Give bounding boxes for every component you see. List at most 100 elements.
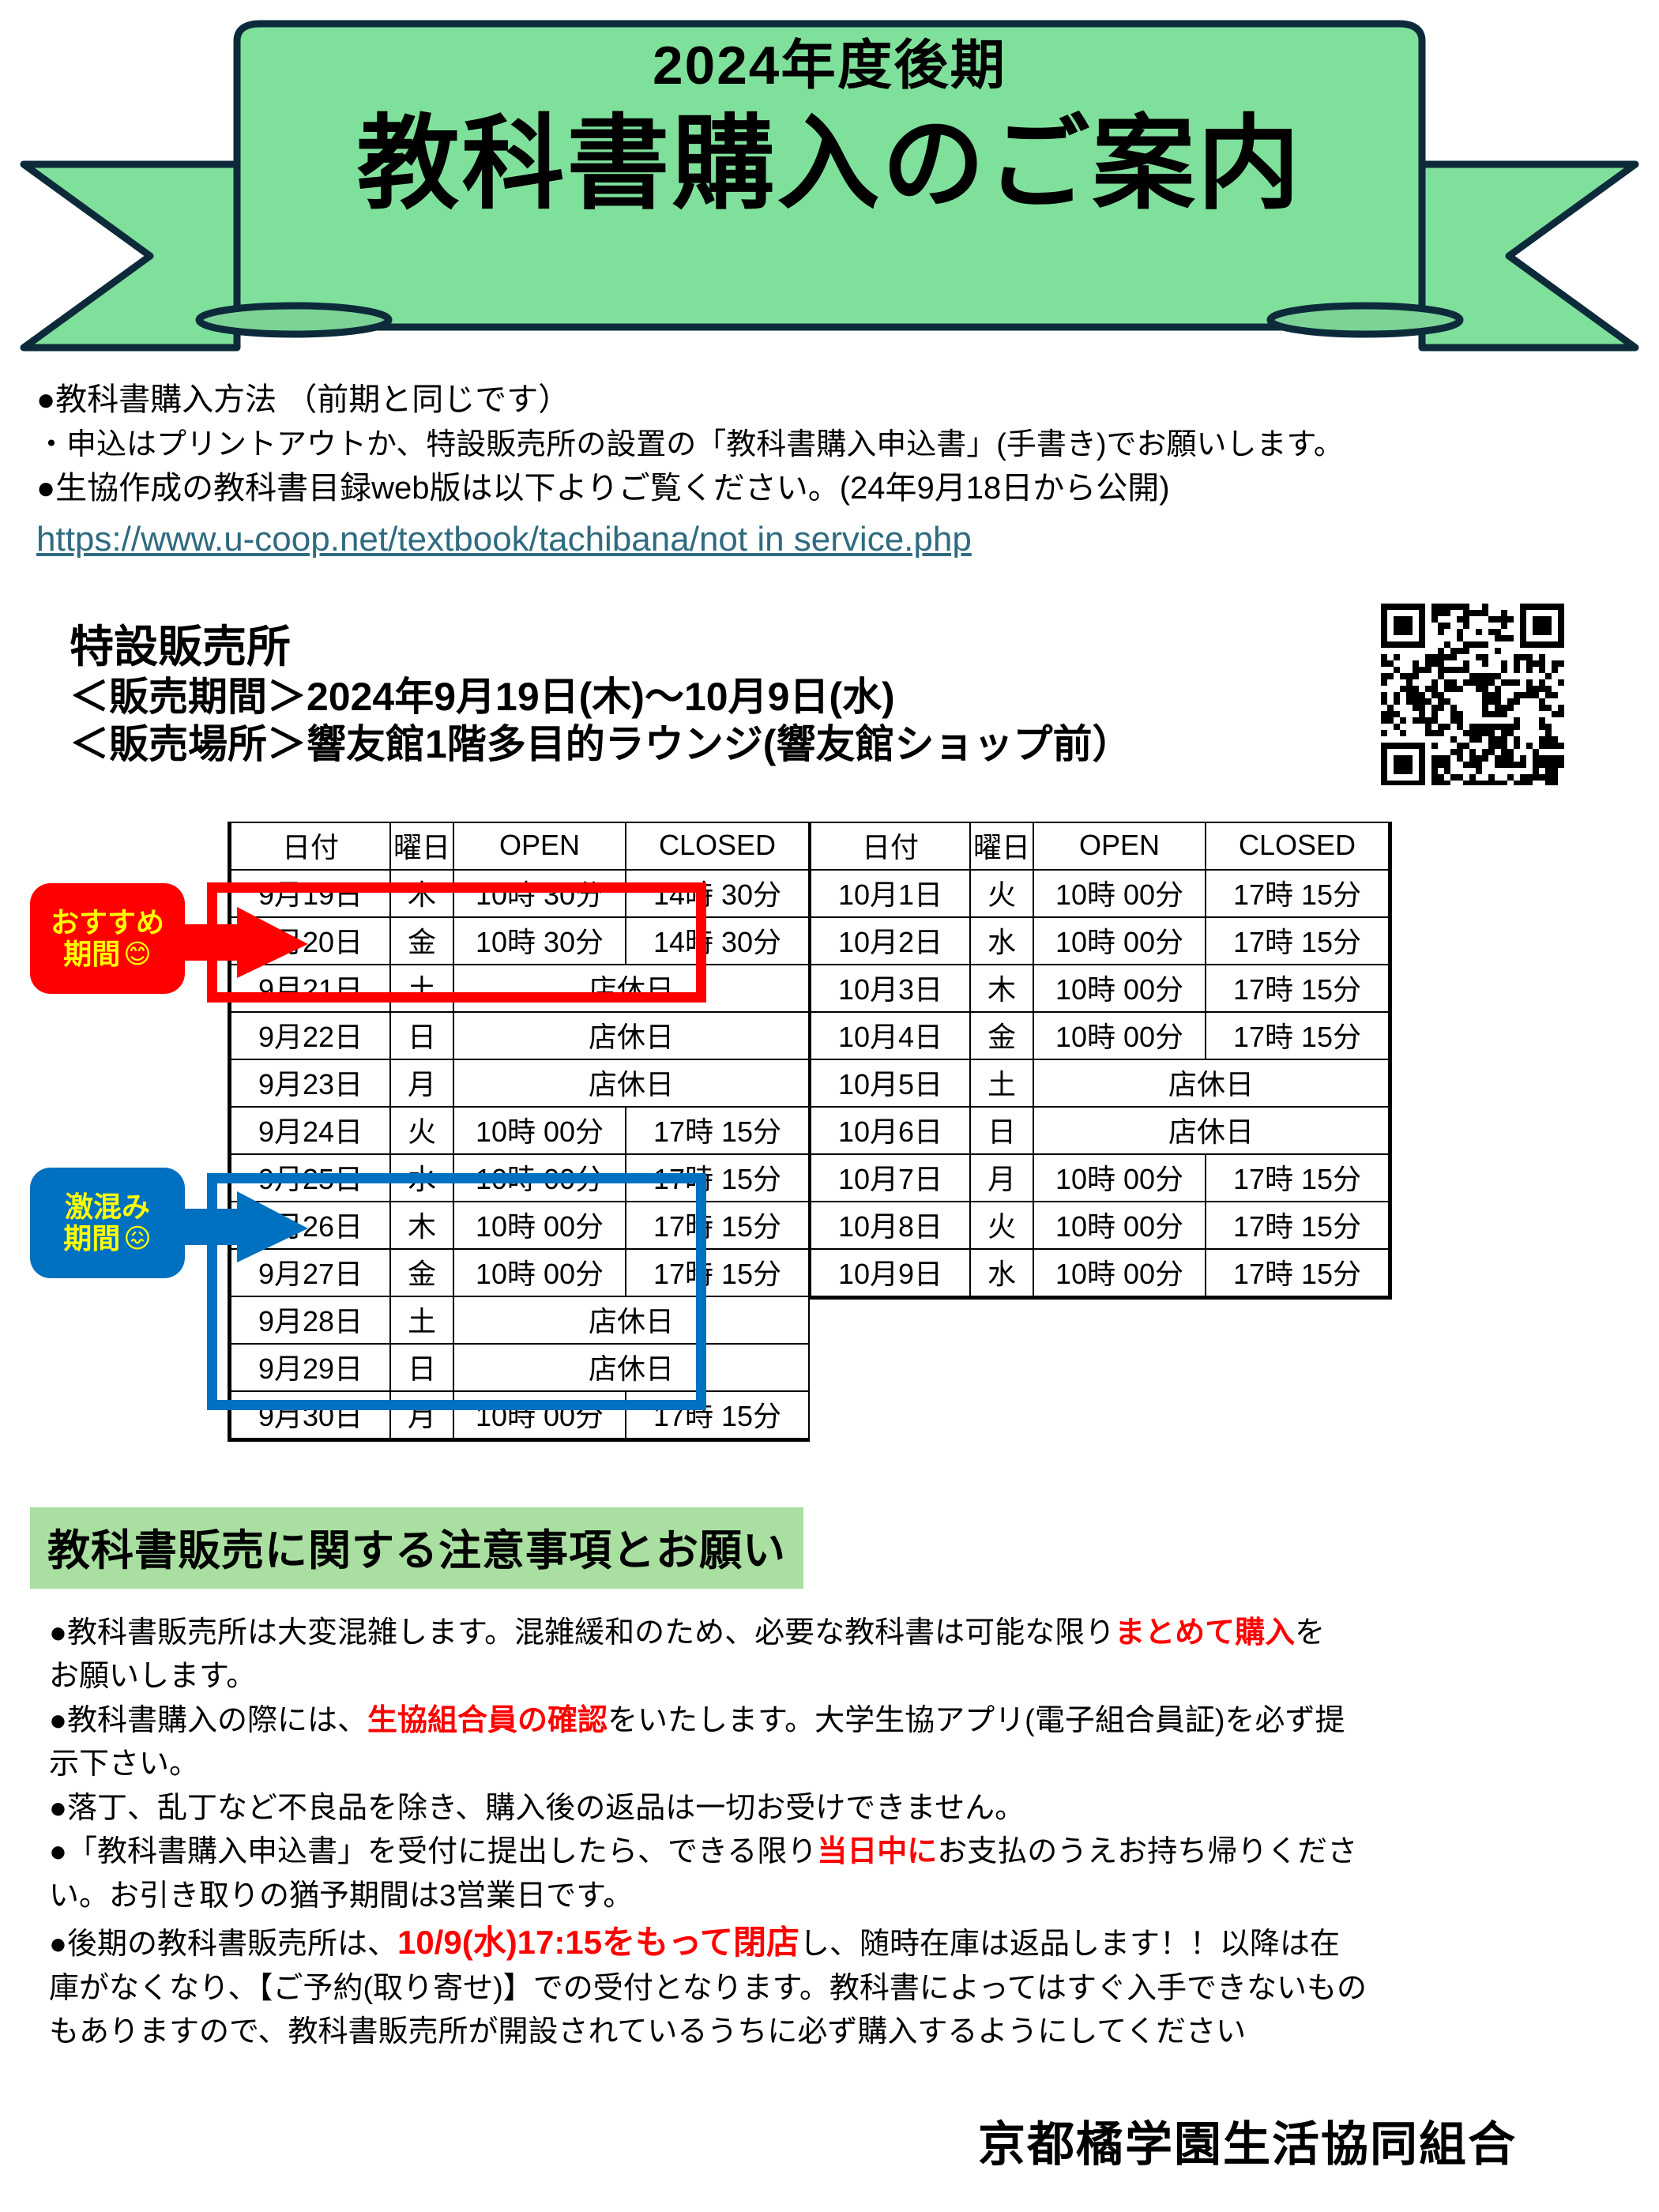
table-header-row: 日付 曜日 OPEN CLOSED (810, 822, 1392, 871)
intro-line-3: ●生協作成の教科書目録web版は以下よりご覧ください。(24年9月18日から公開… (36, 471, 1170, 506)
schedule-tables: 日付 曜日 OPEN CLOSED 9月19日木 10時 30分 14時 30分 9月20日… (228, 822, 1392, 1442)
cell-open: 10時 00分 (1033, 869, 1206, 918)
cell-close: 17時 15分 (1205, 1248, 1392, 1300)
schedule-table-october: 日付 曜日 OPEN CLOSED 10月1日火 10時 00分 17時 15分 10月2日… (810, 822, 1392, 1300)
cell-open: 10時 00分 (1033, 1201, 1206, 1250)
table-row: 9月22日日店休日 (228, 1011, 810, 1060)
cell-open: 10時 00分 (1033, 1153, 1206, 1202)
cell-closed-day: 店休日 (453, 1059, 810, 1108)
cell-date: 9月21日 (228, 964, 391, 1013)
table-row: 9月21日土店休日 (228, 964, 810, 1013)
cell-closed-day: 店休日 (1033, 1106, 1392, 1155)
note-1-cont: お願いします。 (49, 1660, 257, 1694)
cell-dow: 金 (389, 1248, 454, 1297)
cell-dow: 木 (969, 964, 1034, 1013)
page-title: 教科書購入のご案内 (356, 106, 1303, 222)
cell-close: 17時 15分 (625, 1153, 810, 1202)
cell-dow: 火 (969, 869, 1034, 918)
cell-open: 10時 00分 (453, 1153, 626, 1202)
table-row: 9月20日金 10時 30分 14時 30分 (228, 916, 810, 965)
note-5: ●後期の教科書販売所は、10/9(水)17:15をもって閉店し、随時在庫は返品し… (49, 1924, 1341, 1962)
table-row: 10月4日金 10時 00分 17時 15分 (810, 1011, 1392, 1060)
cell-date: 9月23日 (228, 1059, 391, 1108)
cell-date: 10月9日 (810, 1248, 971, 1300)
callout-recommended-line2: 期間 (63, 938, 121, 970)
venue-place: ＜販売場所＞響友館1階多目的ラウンジ(響友館ショップ前） (70, 722, 1132, 767)
cell-dow: 日 (389, 1011, 454, 1060)
cell-open: 10時 00分 (1033, 916, 1206, 965)
cell-dow: 水 (969, 916, 1034, 965)
note-5-cont-1: 庫がなくなり、【ご予約(取り寄せ)】での受付となります。教科書によってはすぐ入手… (49, 1971, 1367, 2005)
note-3: ●落丁、乱丁など不良品を除き、購入後の返品は一切お受けできません。 (49, 1791, 1025, 1825)
cell-dow: 金 (969, 1011, 1034, 1060)
cell-close: 17時 15分 (625, 1248, 810, 1297)
cell-open: 10時 30分 (453, 916, 626, 965)
table-row: 9月19日木 10時 30分 14時 30分 (228, 869, 810, 918)
table-header-closed: CLOSED (1205, 822, 1392, 871)
cell-close: 17時 15分 (625, 1106, 810, 1155)
cell-dow: 木 (389, 1201, 454, 1250)
ribbon-graphic (20, 20, 1639, 352)
table-body-left: 9月19日木 10時 30分 14時 30分 9月20日金 10時 30分 14時 30分… (228, 869, 810, 1442)
intro-line-1: ●教科書購入方法 （前期と同じです） (36, 382, 570, 417)
note-1: ●教科書販売所は大変混雑します。混雑緩和のため、必要な教科書は可能な限りまとめて… (49, 1616, 1326, 1650)
cell-date: 10月1日 (810, 869, 971, 918)
table-row: 10月6日日店休日 (810, 1106, 1392, 1155)
catalog-url-link[interactable]: https://www.u-coop.net/textbook/tachiban… (36, 519, 972, 559)
cell-close: 17時 15分 (1205, 964, 1392, 1013)
venue-heading: 特設販売所 (70, 622, 291, 672)
intro-line-2: ・申込はプリントアウトか、特設販売所の設置の「教科書購入申込書」(手書き)でお願… (36, 427, 1344, 461)
venue-block: 特設販売所 ＜販売期間＞2024年9月19日(木)～10月9日(水) ＜販売場所… (70, 621, 1131, 768)
table-body-right: 10月1日火 10時 00分 17時 15分 10月2日水 10時 00分 17時 15分… (810, 869, 1392, 1300)
smiling-face-icon: 😊 (123, 939, 152, 970)
cell-close: 17時 15分 (1205, 869, 1392, 918)
table-header-dow: 曜日 (389, 822, 454, 871)
cell-date: 9月28日 (228, 1296, 391, 1345)
qr-code[interactable] (1381, 604, 1610, 785)
cell-dow: 火 (389, 1106, 454, 1155)
cell-close: 17時 15分 (625, 1390, 810, 1442)
cell-date: 9月27日 (228, 1248, 391, 1297)
cell-dow: 月 (969, 1153, 1034, 1202)
cell-dow: 金 (389, 916, 454, 965)
table-row: 10月8日火 10時 00分 17時 15分 (810, 1201, 1392, 1250)
cell-open: 10時 00分 (1033, 1248, 1206, 1300)
table-header-dow: 曜日 (969, 822, 1034, 871)
table-row: 9月28日土店休日 (228, 1296, 810, 1345)
cell-open: 10時 30分 (453, 869, 626, 918)
cell-close: 17時 15分 (1205, 1153, 1392, 1202)
cell-date: 10月5日 (810, 1059, 971, 1108)
table-row: 10月3日木 10時 00分 17時 15分 (810, 964, 1392, 1013)
cell-date: 9月30日 (228, 1390, 391, 1442)
note-2-highlight: 生協組合員の確認 (367, 1703, 608, 1737)
table-header-row: 日付 曜日 OPEN CLOSED (228, 822, 810, 871)
cell-date: 10月7日 (810, 1153, 971, 1202)
note-5-cont-2: もありますので、教科書販売所が開設されているうちに必ず購入するようにしてください (49, 2015, 1247, 2049)
cell-closed-day: 店休日 (1033, 1059, 1392, 1108)
cell-dow: 日 (389, 1343, 454, 1392)
banner-year: 2024年度後期 (652, 36, 1007, 96)
table-row: 10月7日月 10時 00分 17時 15分 (810, 1153, 1392, 1202)
cell-close: 14時 30分 (625, 869, 810, 918)
callout-crowded: 激混み 期間 😖 (30, 1168, 185, 1278)
cell-closed-day: 店休日 (453, 964, 810, 1013)
cell-date: 9月26日 (228, 1201, 391, 1250)
cell-close: 14時 30分 (625, 916, 810, 965)
banner: 2024年度後期 教科書購入のご案内 (0, 0, 1659, 356)
confounded-face-icon: 😖 (123, 1224, 152, 1255)
cell-open: 10時 00分 (1033, 1011, 1206, 1060)
cell-dow: 水 (389, 1153, 454, 1202)
cell-date: 10月4日 (810, 1011, 971, 1060)
table-row: 10月2日水 10時 00分 17時 15分 (810, 916, 1392, 965)
cell-date: 9月29日 (228, 1343, 391, 1392)
cell-close: 17時 15分 (625, 1201, 810, 1250)
table-row: 9月30日月 10時 00分 17時 15分 (228, 1390, 810, 1442)
organization-name: 京都橘学園生活協同組合 (978, 2118, 1517, 2171)
table-header-date: 日付 (810, 822, 971, 871)
table-row: 9月25日水 10時 00分 17時 15分 (228, 1153, 810, 1202)
table-header-closed: CLOSED (625, 822, 810, 871)
cell-open: 10時 00分 (453, 1390, 626, 1442)
table-header-date: 日付 (228, 822, 391, 871)
cell-dow: 火 (969, 1201, 1034, 1250)
cell-close: 17時 15分 (1205, 1011, 1392, 1060)
